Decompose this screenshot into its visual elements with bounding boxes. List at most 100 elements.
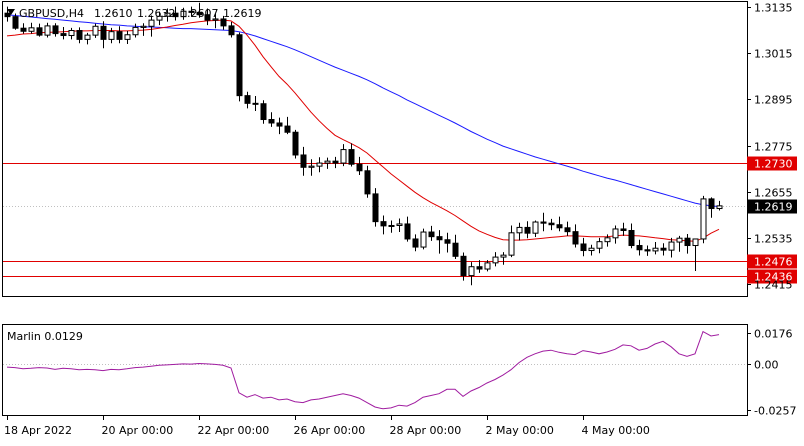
candle [172,6,179,21]
candle [284,116,291,135]
candle-body-bull [164,12,171,17]
candle [36,23,43,37]
candle [564,221,571,236]
candle [124,30,131,44]
candle [508,225,515,258]
candle [316,157,323,173]
candle [428,225,435,241]
candle-body-bear [244,95,251,104]
time-tick-label: 2 May 00:00 [486,424,554,437]
candle-body-bear [204,14,211,21]
candle [540,212,547,232]
candle [452,234,459,260]
candle-body-bear [444,239,451,244]
candle-body-bear [236,34,243,97]
candle [604,234,611,247]
candle [372,188,379,227]
candle-body-bear [260,103,267,121]
indicator-layer: 0.0176 0.00 -0.0257 [3,328,796,418]
candle [332,156,339,169]
candle [716,200,723,211]
candle-body-bear [628,229,635,247]
candle [636,239,643,256]
candle [660,243,667,256]
candle-body-bear [548,222,555,226]
candle-body-bear [412,238,419,248]
candle-body-bear [636,245,643,251]
candle [588,244,595,256]
candle [460,252,467,281]
candle-body-bear [36,27,43,36]
candle [180,7,187,20]
candle [364,165,371,198]
time-tick-label: 28 Apr 00:00 [390,424,462,437]
price-tick-label: 1.2775 [754,141,793,154]
price-tick-label: 1.2415 [754,279,793,292]
candle-body-bull [532,221,539,234]
time-tick-label: 26 Apr 00:00 [294,424,366,437]
candle [68,27,75,40]
low-value: 1.2607 [180,7,219,20]
candle-body-bear [220,18,227,27]
close-value: 1.2619 [223,7,262,20]
candle-body-bear [300,154,307,168]
candle-body-bull [340,149,347,164]
candle-body-bear [292,131,299,156]
candle-body-bull [212,18,219,21]
candle [340,144,347,167]
candle-body-bear [380,221,387,227]
indicator-tick-label: 0.00 [754,359,779,372]
price-tick-label: 1.3015 [754,48,793,61]
candle [12,13,19,30]
candle [196,2,203,18]
candle [308,159,315,176]
candle-body-bull [308,165,315,168]
candle-body-bear [196,11,203,16]
candle-body-bear [564,227,571,233]
candle [380,215,387,235]
candle [268,112,275,127]
candle-body-bull [108,31,115,40]
candles-layer [4,2,723,286]
price-tick-label: 1.2895 [754,94,793,107]
candle [92,23,99,38]
candle [484,260,491,272]
candle [700,195,707,244]
candle [412,234,419,252]
indicator-line [6,330,720,410]
candle [212,13,219,29]
candle [676,235,683,252]
slow-ma-layer [6,14,720,208]
candle-body-bull [84,34,91,40]
price-tick-label: 1.3135 [754,2,793,15]
candle-body-bull [604,237,611,243]
candle-body-bear [276,122,283,127]
candle [668,237,675,258]
candle [132,23,139,38]
collapse-triangle-icon[interactable] [7,9,15,15]
current-price-label: 1.2619 [754,201,793,214]
candle-body-bull [692,238,699,247]
level-price-label: 1.2476 [754,256,793,269]
time-tick-label: 4 May 00:00 [582,424,650,437]
candle [356,156,363,176]
candle [492,252,499,267]
candle [244,91,251,109]
candle-body-bear [356,163,363,172]
level-price-tag [747,269,797,284]
candle-body-bull [388,224,395,227]
candle-body-bear [708,198,715,210]
candle [708,197,715,218]
time-tick-label: 18 Apr 2022 [4,424,72,437]
candle [524,221,531,239]
candle-body-bear [452,242,459,257]
candle [548,218,555,231]
candle-body-bear [348,149,355,165]
candle-body-bear [332,160,339,164]
candle-body-bull [612,228,619,239]
candle-body-bear [580,243,587,252]
candle-body-bull [324,160,331,164]
candle-body-bear [540,221,547,224]
